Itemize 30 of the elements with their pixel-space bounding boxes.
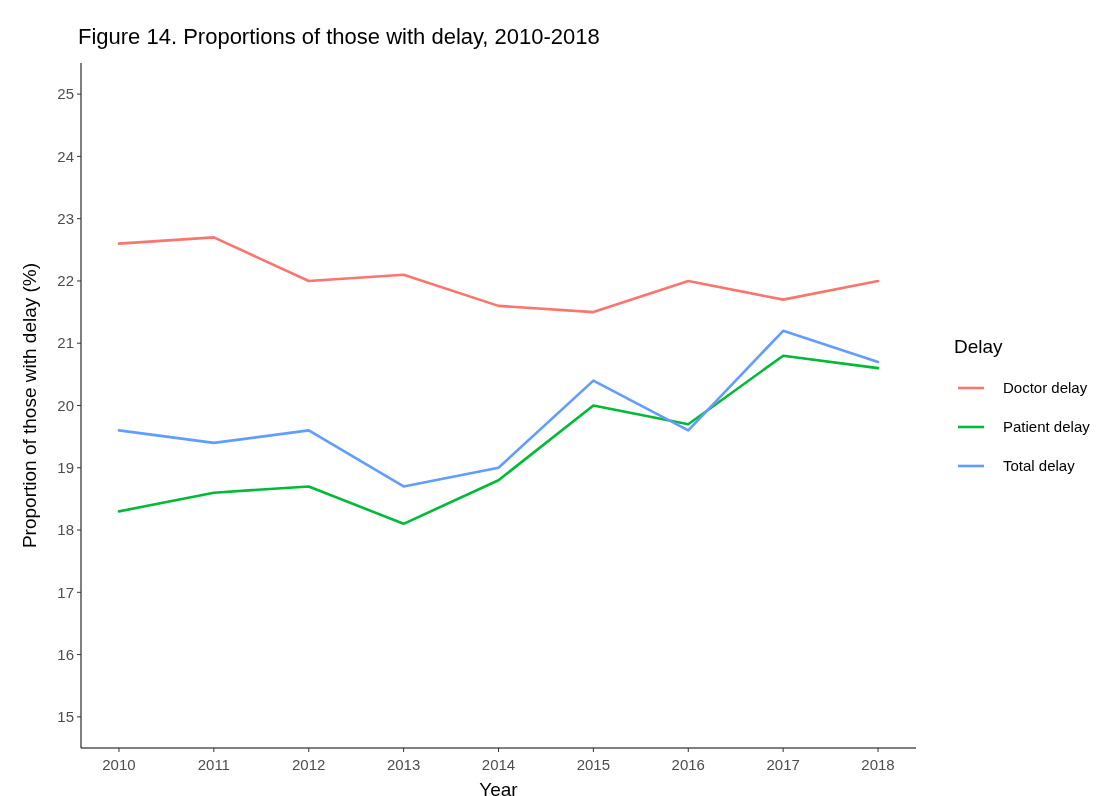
x-tick-label: 2010: [102, 756, 136, 773]
line-series: [117, 354, 880, 526]
legend-title: Delay: [954, 336, 1004, 357]
x-axis-title: Year: [479, 779, 519, 796]
legend-label: Patient delay: [1003, 418, 1091, 436]
y-axis-title: Proportion of those with delay (%): [19, 262, 40, 549]
legend-label: Doctor delay: [1003, 379, 1088, 397]
x-tick-label: 2013: [386, 756, 421, 773]
x-tick-label: 2016: [671, 756, 705, 773]
x-tick-label: 2015: [576, 756, 611, 773]
y-tick-label: 18: [57, 521, 74, 539]
y-tick-label: 23: [57, 209, 74, 227]
x-tick-label: 2018: [861, 756, 895, 773]
y-tick-label: 20: [57, 396, 74, 414]
x-tick-label: 2017: [766, 756, 800, 773]
line-series: [117, 329, 880, 488]
y-tick-label: 24: [57, 147, 74, 165]
y-tick-label: 22: [57, 272, 74, 290]
y-tick-label: 17: [57, 583, 74, 601]
legend-label: Total delay: [1003, 457, 1076, 475]
chart-title: Figure 14. Proportions of those with delay, 2010-2018: [78, 24, 600, 49]
y-tick-label: 21: [57, 334, 74, 352]
x-tick-label: 2011: [197, 756, 230, 773]
x-tick-label: 2012: [292, 756, 326, 773]
y-tick-label: 16: [57, 645, 74, 663]
x-tick-label: 2014: [481, 756, 516, 773]
y-tick-label: 15: [57, 708, 74, 726]
y-tick-label: 19: [57, 459, 74, 477]
y-tick-label: 25: [57, 85, 74, 103]
line-series: [117, 236, 880, 314]
